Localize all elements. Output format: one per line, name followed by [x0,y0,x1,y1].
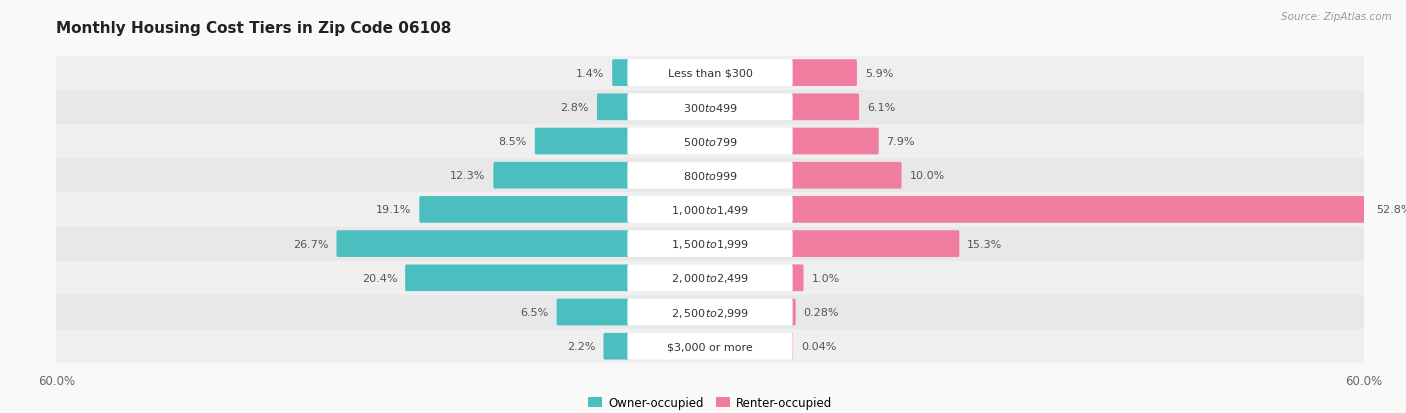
FancyBboxPatch shape [627,197,793,223]
Text: 1.4%: 1.4% [576,69,605,78]
FancyBboxPatch shape [598,94,628,121]
FancyBboxPatch shape [792,162,901,189]
FancyBboxPatch shape [35,329,1385,363]
Text: 8.5%: 8.5% [499,137,527,147]
FancyBboxPatch shape [627,162,793,189]
Text: 26.7%: 26.7% [294,239,329,249]
Text: $2,000 to $2,499: $2,000 to $2,499 [671,272,749,285]
Text: 20.4%: 20.4% [361,273,398,283]
Text: 1.0%: 1.0% [811,273,839,283]
FancyBboxPatch shape [557,299,628,325]
FancyBboxPatch shape [792,231,959,257]
Text: $800 to $999: $800 to $999 [682,170,738,182]
Text: Less than $300: Less than $300 [668,69,752,78]
FancyBboxPatch shape [627,299,793,325]
FancyBboxPatch shape [35,57,1385,90]
FancyBboxPatch shape [627,94,793,121]
Legend: Owner-occupied, Renter-occupied: Owner-occupied, Renter-occupied [583,391,837,413]
Text: $300 to $499: $300 to $499 [682,102,738,114]
Text: 7.9%: 7.9% [887,137,915,147]
Text: 2.2%: 2.2% [567,342,596,351]
Text: 19.1%: 19.1% [375,205,412,215]
Text: 2.8%: 2.8% [561,102,589,113]
Text: $500 to $799: $500 to $799 [682,136,738,148]
Text: $2,500 to $2,999: $2,500 to $2,999 [671,306,749,319]
FancyBboxPatch shape [627,60,793,87]
Text: 6.5%: 6.5% [520,307,548,317]
Text: 0.28%: 0.28% [803,307,839,317]
FancyBboxPatch shape [627,128,793,155]
Text: Source: ZipAtlas.com: Source: ZipAtlas.com [1281,12,1392,22]
FancyBboxPatch shape [35,90,1385,125]
FancyBboxPatch shape [792,333,793,360]
Text: 12.3%: 12.3% [450,171,485,181]
Text: 15.3%: 15.3% [967,239,1002,249]
FancyBboxPatch shape [534,128,628,155]
FancyBboxPatch shape [627,265,793,292]
FancyBboxPatch shape [792,128,879,155]
FancyBboxPatch shape [627,333,793,360]
FancyBboxPatch shape [792,197,1368,223]
FancyBboxPatch shape [494,162,628,189]
FancyBboxPatch shape [405,265,628,292]
FancyBboxPatch shape [35,159,1385,193]
Text: 5.9%: 5.9% [865,69,893,78]
FancyBboxPatch shape [603,333,628,360]
FancyBboxPatch shape [419,197,628,223]
FancyBboxPatch shape [35,125,1385,159]
Text: 6.1%: 6.1% [868,102,896,113]
FancyBboxPatch shape [627,231,793,257]
Text: $1,500 to $1,999: $1,500 to $1,999 [671,237,749,251]
FancyBboxPatch shape [336,231,628,257]
Text: Monthly Housing Cost Tiers in Zip Code 06108: Monthly Housing Cost Tiers in Zip Code 0… [56,21,451,36]
FancyBboxPatch shape [792,60,856,87]
Text: 0.04%: 0.04% [801,342,837,351]
Text: 10.0%: 10.0% [910,171,945,181]
Text: 52.8%: 52.8% [1376,205,1406,215]
FancyBboxPatch shape [792,299,796,325]
Text: $1,000 to $1,499: $1,000 to $1,499 [671,204,749,216]
Text: $3,000 or more: $3,000 or more [668,342,752,351]
FancyBboxPatch shape [35,227,1385,261]
FancyBboxPatch shape [35,295,1385,329]
FancyBboxPatch shape [35,193,1385,227]
FancyBboxPatch shape [792,265,803,292]
FancyBboxPatch shape [35,261,1385,295]
FancyBboxPatch shape [792,94,859,121]
FancyBboxPatch shape [612,60,628,87]
